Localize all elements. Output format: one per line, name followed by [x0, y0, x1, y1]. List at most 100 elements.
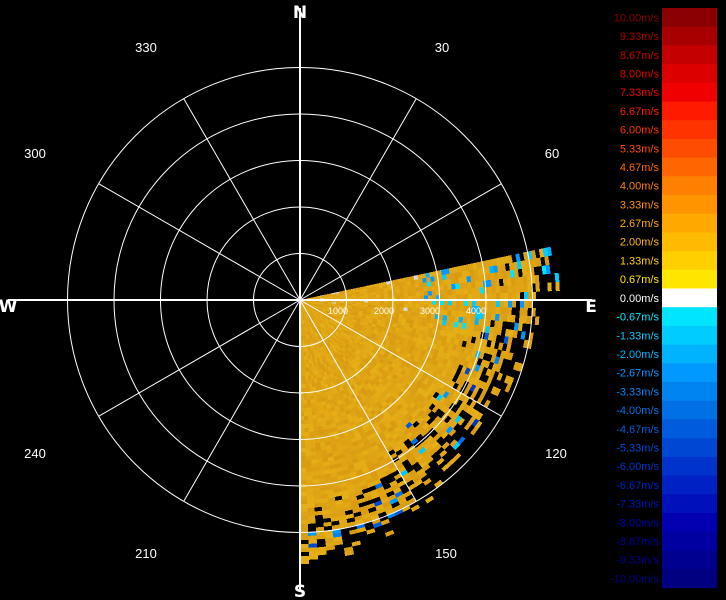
velocity-cell	[344, 550, 355, 557]
velocity-cell	[372, 397, 379, 404]
velocity-cell	[527, 291, 532, 300]
velocity-cell	[323, 294, 328, 296]
velocity-cell	[370, 326, 376, 330]
velocity-cell	[336, 425, 342, 431]
velocity-cell	[335, 317, 340, 321]
velocity-cell	[526, 315, 532, 325]
velocity-cell	[307, 411, 313, 416]
velocity-cell	[358, 331, 364, 336]
velocity-cell	[342, 384, 347, 390]
velocity-cell	[393, 473, 402, 481]
velocity-cell	[386, 339, 392, 344]
velocity-cell	[452, 441, 461, 450]
velocity-cell	[310, 451, 317, 456]
velocity-cell	[494, 313, 500, 321]
velocity-cell	[402, 314, 407, 319]
velocity-cell	[376, 319, 382, 324]
velocity-cell	[302, 302, 306, 306]
velocity-cell	[439, 304, 444, 310]
velocity-cell	[323, 295, 328, 297]
velocity-cell	[338, 453, 346, 460]
velocity-cell	[382, 366, 389, 372]
velocity-cell	[319, 301, 324, 303]
velocity-cell	[366, 314, 371, 318]
velocity-cell	[305, 467, 312, 472]
velocity-cell	[401, 409, 409, 416]
velocity-cell	[310, 346, 313, 351]
velocity-cell	[333, 380, 338, 386]
velocity-cell	[425, 356, 432, 364]
velocity-cell	[342, 310, 347, 314]
velocity-cell	[373, 391, 380, 398]
velocity-cell	[363, 347, 368, 352]
velocity-cell	[371, 294, 376, 298]
velocity-cell	[517, 323, 523, 332]
velocity-cell	[409, 275, 415, 281]
velocity-cell	[324, 358, 328, 363]
velocity-cell	[300, 427, 305, 432]
velocity-cell	[340, 337, 345, 342]
velocity-cell	[347, 328, 352, 332]
velocity-cell	[428, 438, 437, 446]
velocity-cell	[446, 278, 452, 285]
velocity-cell	[463, 334, 469, 342]
velocity-cell	[322, 337, 326, 342]
velocity-cell	[307, 330, 310, 335]
velocity-cell	[494, 279, 500, 287]
velocity-cell	[382, 353, 389, 359]
velocity-cell	[313, 394, 318, 399]
velocity-cell	[351, 319, 357, 323]
velocity-cell	[310, 321, 314, 326]
velocity-cell	[337, 334, 342, 339]
velocity-cell	[346, 336, 351, 342]
velocity-cell	[397, 413, 405, 420]
velocity-cell	[429, 389, 436, 397]
velocity-cell	[461, 373, 469, 381]
velocity-cell	[393, 320, 398, 325]
velocity-cell	[383, 504, 393, 512]
velocity-cell	[318, 308, 322, 311]
velocity-cell	[463, 300, 468, 306]
velocity-cell	[375, 400, 382, 407]
velocity-cell	[343, 448, 350, 454]
velocity-cell	[483, 399, 491, 408]
velocity-cell	[418, 278, 423, 284]
velocity-cell	[318, 385, 323, 390]
legend-swatch	[662, 438, 717, 458]
velocity-cell	[320, 397, 326, 402]
velocity-cell	[363, 304, 368, 308]
velocity-cell	[388, 365, 394, 372]
legend-label: 1.33m/s	[620, 255, 660, 267]
velocity-cell	[323, 314, 328, 318]
velocity-cell	[491, 258, 497, 266]
velocity-cell	[471, 287, 476, 294]
velocity-cell	[303, 407, 308, 412]
velocity-cell	[380, 435, 387, 442]
velocity-cell	[348, 492, 357, 498]
velocity-cell	[303, 300, 308, 302]
velocity-cell	[502, 314, 508, 322]
velocity-cell	[336, 341, 341, 346]
velocity-cell	[418, 447, 426, 455]
velocity-cell	[330, 355, 334, 360]
velocity-cell	[303, 355, 307, 360]
velocity-cell	[333, 311, 338, 314]
azimuth-spoke	[299, 299, 502, 417]
velocity-cell	[365, 316, 370, 320]
velocity-cell	[300, 307, 302, 312]
velocity-cell	[322, 457, 329, 463]
velocity-cell	[321, 309, 326, 312]
velocity-cell	[362, 333, 368, 338]
velocity-cell	[328, 398, 334, 404]
velocity-cell	[318, 470, 325, 475]
velocity-cell	[331, 476, 339, 482]
velocity-cell	[329, 360, 334, 365]
velocity-cell	[351, 369, 357, 375]
velocity-cell	[370, 441, 377, 448]
velocity-cell	[462, 276, 468, 283]
velocity-cell	[301, 303, 303, 308]
velocity-cell	[452, 390, 460, 398]
velocity-cell	[403, 326, 409, 331]
velocity-cell	[307, 519, 316, 524]
velocity-cell	[347, 306, 352, 309]
